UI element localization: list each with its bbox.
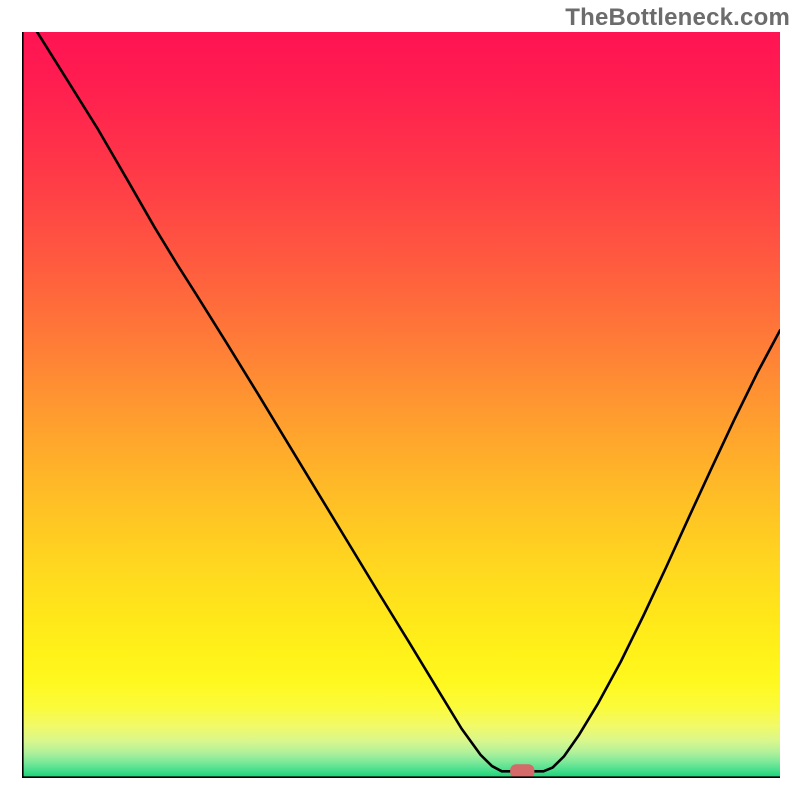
watermark-label: TheBottleneck.com: [565, 4, 790, 32]
chart-svg: [22, 32, 780, 778]
bottleneck-chart: [22, 32, 780, 778]
optimal-point-marker: [510, 764, 534, 778]
chart-background: [22, 32, 780, 778]
